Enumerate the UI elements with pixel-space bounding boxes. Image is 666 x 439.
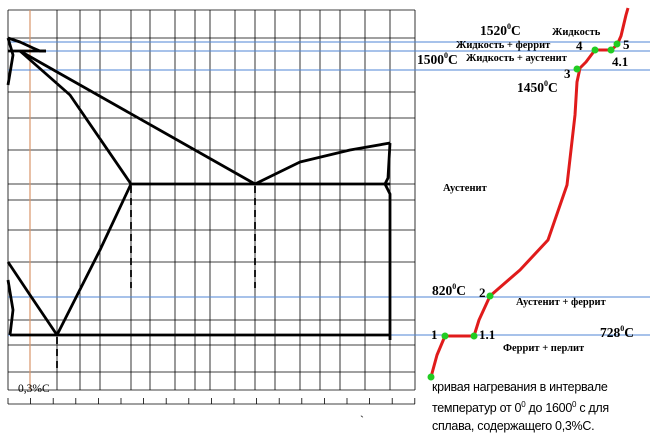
tick-mark: ` <box>360 413 364 427</box>
point-label-2: 2 <box>479 285 486 300</box>
liquidus-left <box>19 49 256 186</box>
liquidus-right <box>254 141 391 186</box>
peritectic-top-left <box>7 36 46 53</box>
point-1 <box>441 332 449 340</box>
ferrite-solvus <box>6 279 15 336</box>
point-start <box>427 373 435 381</box>
caption-line-2: температур от 00 до 16000 с для <box>432 400 609 416</box>
point-label-5: 5 <box>623 37 630 52</box>
acm-line <box>55 183 133 336</box>
alloy-label: 0,3%С <box>18 383 50 395</box>
caption-line-1: кривая нагревания в интервале <box>432 380 608 394</box>
point-4 <box>591 46 599 54</box>
point-label-1: 1 <box>431 327 438 342</box>
solidus-left <box>19 49 133 185</box>
figure-caption: кривая нагревания в интервале температур… <box>432 378 662 435</box>
point-3 <box>573 65 581 73</box>
label-austenite-ferrite: Аустенит + феррит <box>516 297 607 308</box>
label-liquid-ferrite: Жидкость + феррит <box>456 40 551 51</box>
composition-axis <box>7 398 416 405</box>
label-liquid: Жидкость <box>552 27 601 38</box>
point-1-1 <box>470 332 478 340</box>
point-label-4-1: 4.1 <box>612 54 628 69</box>
label-820: 8200C <box>432 282 466 298</box>
point-label-1-1: 1.1 <box>479 327 495 342</box>
phase-diagram <box>6 36 392 340</box>
delta-loop <box>6 37 15 86</box>
label-1500: 15000C <box>417 51 458 67</box>
diagram-grid <box>7 9 416 391</box>
dashed-verticals <box>56 186 256 372</box>
curve-points <box>427 40 621 381</box>
point-4-1 <box>607 46 615 54</box>
label-1520: 15200C <box>480 22 521 38</box>
point-2 <box>486 292 494 300</box>
point-label-4: 4 <box>576 38 583 53</box>
a3-line <box>6 261 59 336</box>
label-ferrite-pearlite: Феррит + перлит <box>503 343 585 354</box>
label-1450: 14500C <box>517 79 558 95</box>
eutectic-right-edge <box>383 142 392 340</box>
label-liquid-austenite: Жидкость + аустенит <box>466 53 568 64</box>
point-label-3: 3 <box>564 66 571 81</box>
caption-line-3: сплава, содержащего 0,3%С. <box>432 419 595 434</box>
label-728: 7280C <box>600 324 634 340</box>
point-5 <box>613 40 621 48</box>
label-austenite: Аустенит <box>443 183 488 194</box>
